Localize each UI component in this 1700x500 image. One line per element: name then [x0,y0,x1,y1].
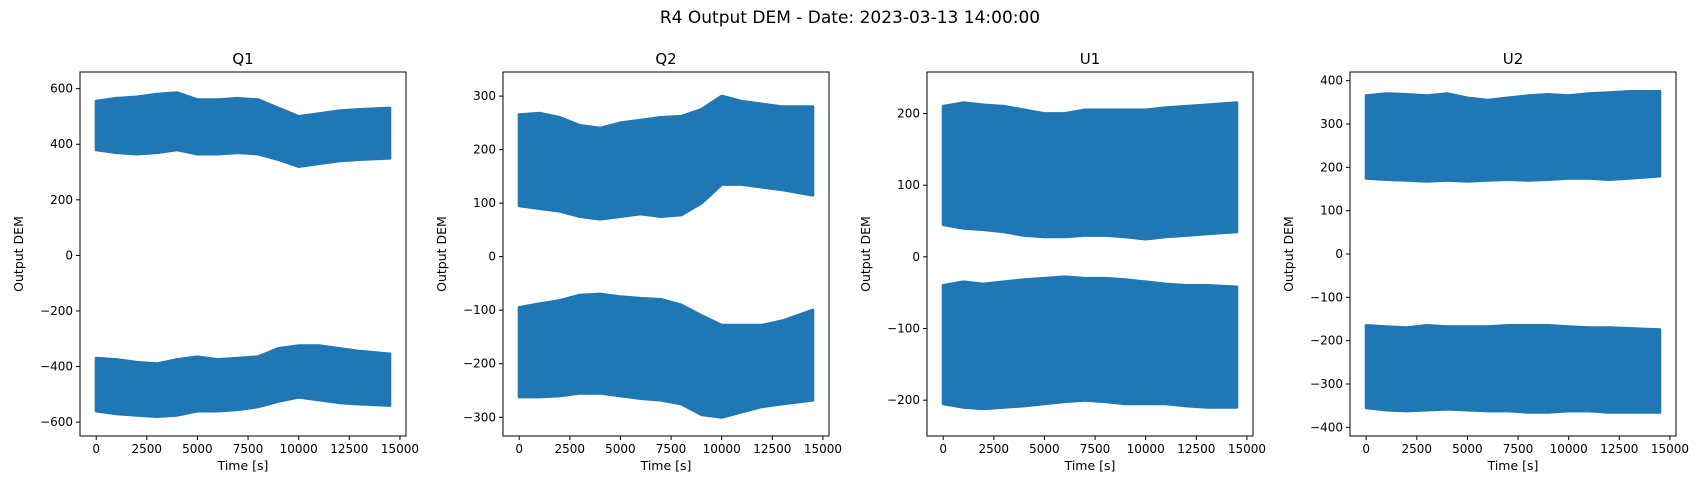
x-tick-label: 2500 [979,442,1010,456]
y-tick-label: −100 [887,322,920,336]
y-axis-label: Output DEM [11,216,26,292]
series-band-1 [1364,90,1662,183]
y-tick-label: 0 [1335,247,1343,261]
series-band-2 [94,344,392,418]
y-tick-label: 0 [488,250,496,264]
y-tick-label: 300 [1320,117,1343,131]
x-tick-label: 10000 [703,442,741,456]
x-tick-label: 15000 [804,442,842,456]
y-tick-label: 100 [897,178,920,192]
plot-frame [79,71,407,437]
x-axis-label: Time [s] [1064,458,1116,473]
series-band-1 [941,101,1239,241]
y-tick-label: −300 [463,410,496,424]
x-tick-label: 0 [515,442,523,456]
x-tick-label: 7500 [233,442,264,456]
panel-u2: U2 0 2500 5000 7500 10000 12500 15000 −400 −300 −2… [1281,50,1689,473]
y-tick-label: −100 [463,303,496,317]
y-axis-label: Output DEM [1281,216,1296,292]
y-tick-label: −200 [1310,334,1343,348]
plot-frame [502,71,830,437]
x-tick-label: 12500 [330,442,368,456]
x-tick-label: 15000 [1228,442,1266,456]
x-tick-label: 2500 [132,442,163,456]
x-tick-label: 7500 [656,442,687,456]
y-tick-label: 100 [1320,204,1343,218]
y-tick-label: 600 [50,82,73,96]
x-tick-label: 15000 [381,442,419,456]
x-tick-label: 0 [92,442,100,456]
x-tick-label: 7500 [1080,442,1111,456]
panel-title: Q2 [655,50,676,68]
x-tick-label: 7500 [1503,442,1534,456]
y-tick-label: 0 [912,250,920,264]
x-tick-label: 12500 [1177,442,1215,456]
x-tick-label: 5000 [605,442,636,456]
panel-q2: Q2 0 2500 5000 7500 10000 12500 15000 −300 −200 −1… [434,50,842,473]
y-tick-label: 0 [65,248,73,262]
y-tick-label: 300 [473,89,496,103]
y-tick-label: 400 [1320,74,1343,88]
series-band-1 [517,94,815,221]
y-tick-label: −200 [463,357,496,371]
x-tick-label: 5000 [182,442,213,456]
series-band-1 [94,91,392,168]
panel-title: Q1 [232,50,253,68]
x-tick-label: 5000 [1029,442,1060,456]
x-tick-label: 2500 [1402,442,1433,456]
y-tick-label: −200 [887,393,920,407]
y-tick-label: −400 [1310,420,1343,434]
x-tick-label: 10000 [1550,442,1588,456]
series-band-2 [517,292,815,419]
x-tick-label: 10000 [280,442,318,456]
y-tick-label: 200 [50,193,73,207]
y-tick-label: 100 [473,196,496,210]
x-tick-label: 0 [939,442,947,456]
x-axis-label: Time [s] [1487,458,1539,473]
panel-u1: U1 0 2500 5000 7500 10000 12500 15000 −200 −100 0 1… [858,50,1266,473]
x-tick-label: 15000 [1651,442,1689,456]
y-tick-label: 200 [473,143,496,157]
x-tick-label: 2500 [555,442,586,456]
y-axis-label: Output DEM [434,216,449,292]
y-tick-label: 400 [50,137,73,151]
series-band-2 [1364,324,1662,414]
y-tick-label: −200 [40,304,73,318]
y-tick-label: −600 [40,415,73,429]
y-tick-label: −300 [1310,377,1343,391]
x-axis-label: Time [s] [217,458,269,473]
x-tick-label: 12500 [1600,442,1638,456]
y-tick-label: −100 [1310,290,1343,304]
plot-frame [926,71,1254,437]
figure-title: R4 Output DEM - Date: 2023-03-13 14:00:0… [660,8,1040,28]
y-tick-label: 200 [897,107,920,121]
panel-q1: Q1 0 2500 5000 7500 10000 12500 15000 −600 −400 −2… [11,50,419,473]
y-tick-label: −400 [40,360,73,374]
x-tick-label: 12500 [753,442,791,456]
y-axis-label: Output DEM [858,216,873,292]
y-tick-label: 200 [1320,160,1343,174]
x-tick-label: 10000 [1127,442,1165,456]
panel-title: U1 [1080,50,1101,68]
panel-title: U2 [1503,50,1524,68]
x-axis-label: Time [s] [640,458,692,473]
series-band-2 [941,275,1239,411]
x-tick-label: 5000 [1452,442,1483,456]
x-tick-label: 0 [1362,442,1370,456]
